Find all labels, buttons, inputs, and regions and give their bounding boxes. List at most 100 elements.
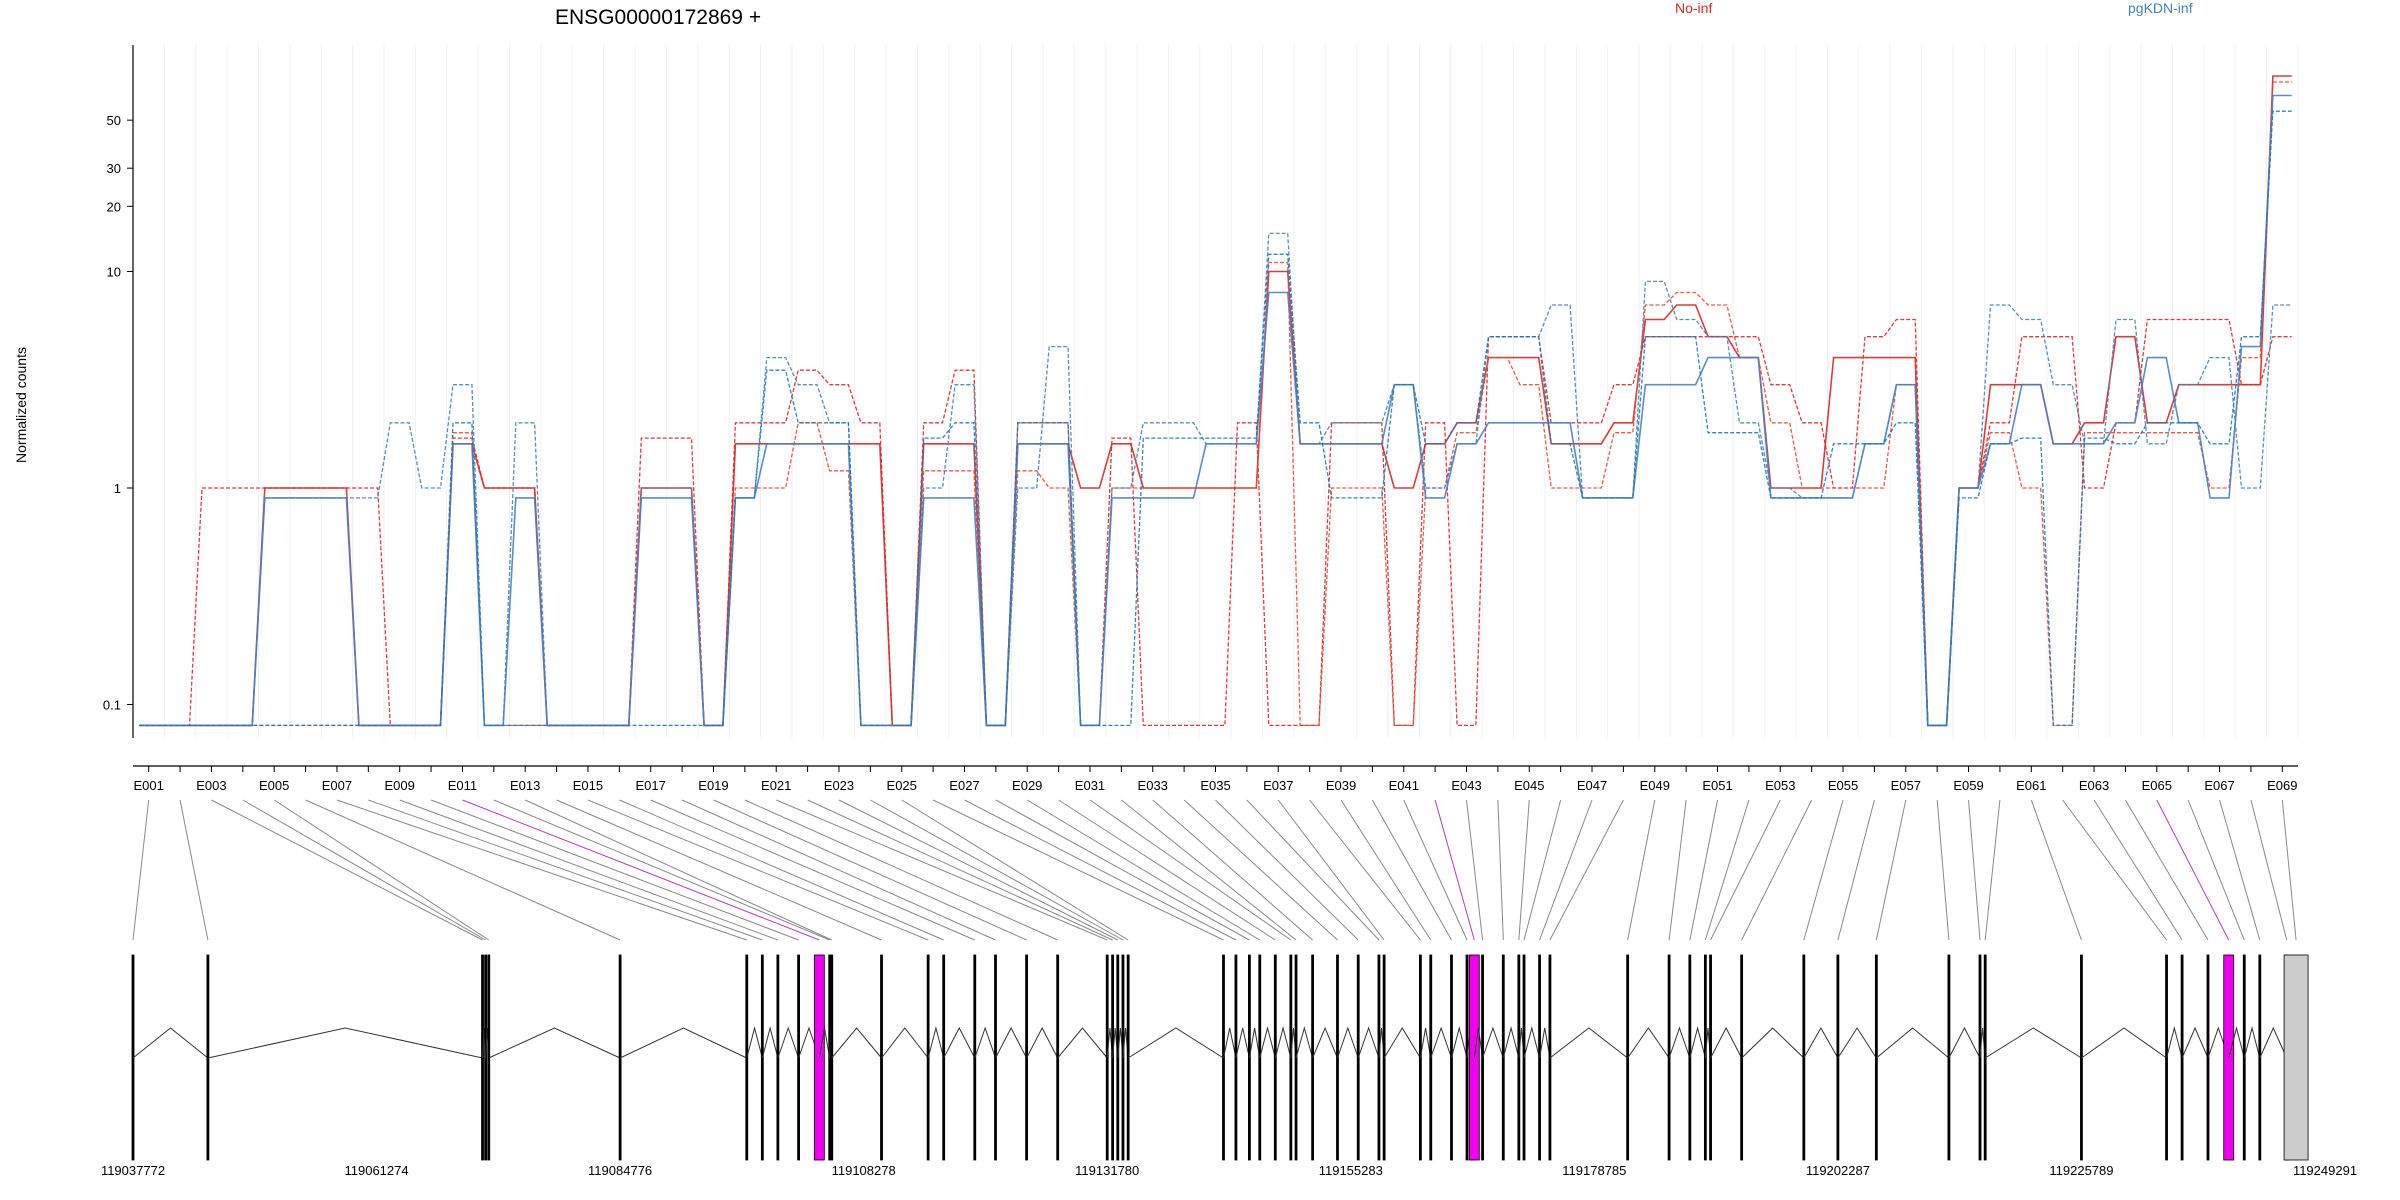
x-tick-label: E059: [1953, 778, 1983, 793]
exon-connector: [2124, 799, 2209, 941]
series-line-4: [139, 232, 2292, 727]
exon-connector: [776, 799, 1108, 941]
exon-connector: [242, 799, 486, 941]
x-tick-label: E067: [2204, 778, 2234, 793]
legend-no-inf: No-inf: [1675, 0, 1712, 16]
intron-line: [1539, 1027, 1551, 1059]
intron-line: [488, 1027, 621, 1059]
x-tick-label: E039: [1326, 778, 1356, 793]
exon-connector: [1089, 799, 1292, 941]
grid-lines: [132, 45, 2299, 738]
exon-connector: [305, 799, 621, 941]
exon-connector: [1710, 799, 1781, 941]
exon-connector: [1026, 799, 1261, 941]
exon-connector: [336, 799, 747, 941]
intron-line: [881, 1027, 929, 1059]
exon-connector: [587, 799, 929, 941]
series-line-5: [139, 94, 2292, 727]
exon-connector: [211, 799, 483, 941]
exon-connector: [1627, 799, 1656, 941]
exon-connector: [1803, 799, 1844, 941]
exon-connector: [1523, 799, 1562, 941]
intron-line: [1803, 1026, 1839, 1059]
exon-connector: [179, 799, 209, 941]
exon-connectors: [132, 799, 2297, 941]
genomic-tick-label: 119225789: [2049, 1163, 2113, 1178]
intron-line: [1419, 1027, 1432, 1059]
intron-line: [132, 1027, 209, 1059]
exon-connector: [1309, 799, 1421, 941]
intron-line: [1710, 1026, 1743, 1059]
x-tick-label: E037: [1263, 778, 1293, 793]
y-axis: 0.1 1 10 20 30 50: [103, 45, 134, 738]
exon-connector: [1434, 799, 1475, 941]
genomic-axis: 119037772 119061274 119084776 119108278 1191…: [101, 1163, 2357, 1178]
exon-connector: [995, 799, 1250, 941]
exon-connector: [650, 799, 975, 941]
intron-line: [818, 1027, 831, 1059]
intron-line: [1259, 1026, 1276, 1059]
exon-connector: [462, 799, 820, 941]
exon-connector: [2062, 799, 2167, 941]
exon-connector: [1371, 799, 1452, 941]
x-tick-label: E009: [385, 778, 415, 793]
exon-connector: [932, 799, 1224, 941]
intron-line: [1357, 1026, 1380, 1059]
intron-line: [2243, 1026, 2261, 1059]
exon-connector: [901, 799, 1129, 941]
exon-connector: [1837, 799, 1875, 941]
exon-connector: [964, 799, 1237, 941]
exon-connector: [2281, 799, 2297, 941]
intron-line: [1741, 1027, 1805, 1059]
intron-line: [1235, 1027, 1250, 1059]
x-tick-label: E019: [698, 778, 728, 793]
intron-line: [1430, 1026, 1452, 1059]
exon-connector: [1984, 799, 2001, 941]
x-tick-label: E005: [259, 778, 289, 793]
exon-connector: [1340, 799, 1432, 941]
intron-line: [995, 1026, 1028, 1059]
x-tick-label: E061: [2016, 778, 2046, 793]
genomic-tick-label: 119108278: [832, 1163, 896, 1178]
intron-line: [1295, 1026, 1314, 1059]
exon-connector: [1497, 799, 1504, 941]
exon-connector: [1668, 799, 1687, 941]
x-tick-label: E013: [510, 778, 540, 793]
x-tick-label: E021: [761, 778, 791, 793]
x-tick-label: E057: [1891, 778, 1921, 793]
x-tick-label: E011: [448, 778, 477, 793]
series-line-2: [139, 75, 2292, 727]
exon-connector: [1741, 799, 1813, 941]
exon-connector: [2093, 799, 2183, 941]
exon-connector: [681, 799, 996, 941]
intron-line: [1482, 1026, 1504, 1059]
exon-connector: [2250, 799, 2288, 941]
intron-line: [1057, 1027, 1108, 1059]
genomic-tick-label: 119084776: [588, 1163, 652, 1178]
exon-connector: [1875, 799, 1907, 941]
exon-connector: [1121, 799, 1297, 941]
intron-line: [1627, 1027, 1670, 1059]
exon-connector: [1539, 799, 1593, 941]
y-tick-label: 50: [107, 113, 121, 128]
x-tick-label: E023: [824, 778, 854, 793]
intron-line: [2081, 1027, 2167, 1059]
series-line-1: [139, 318, 2292, 727]
exon-connector: [493, 799, 830, 941]
exon-connector: [2156, 799, 2230, 941]
genomic-tick-label: 119178785: [1562, 1163, 1626, 1178]
exon-connector: [368, 799, 763, 941]
x-tick-label: E029: [1012, 778, 1042, 793]
intron-line: [1337, 1026, 1359, 1059]
intron-line: [619, 1027, 748, 1059]
exon-connector: [1549, 799, 1624, 941]
exon-connector: [1058, 799, 1276, 941]
x-tick-label: E053: [1765, 778, 1795, 793]
x-tick-label: E043: [1451, 778, 1481, 793]
exon-connector: [132, 799, 150, 941]
genomic-tick-label: 119037772: [101, 1163, 165, 1178]
genomic-tick-label: 119202287: [1806, 1163, 1870, 1178]
intron-line: [1223, 1027, 1237, 1059]
x-tick-label: E017: [636, 778, 666, 793]
exon-axis: E001 E003 E005 E007 E009 E011 E013 E015 E017 E019…: [133, 765, 2298, 793]
